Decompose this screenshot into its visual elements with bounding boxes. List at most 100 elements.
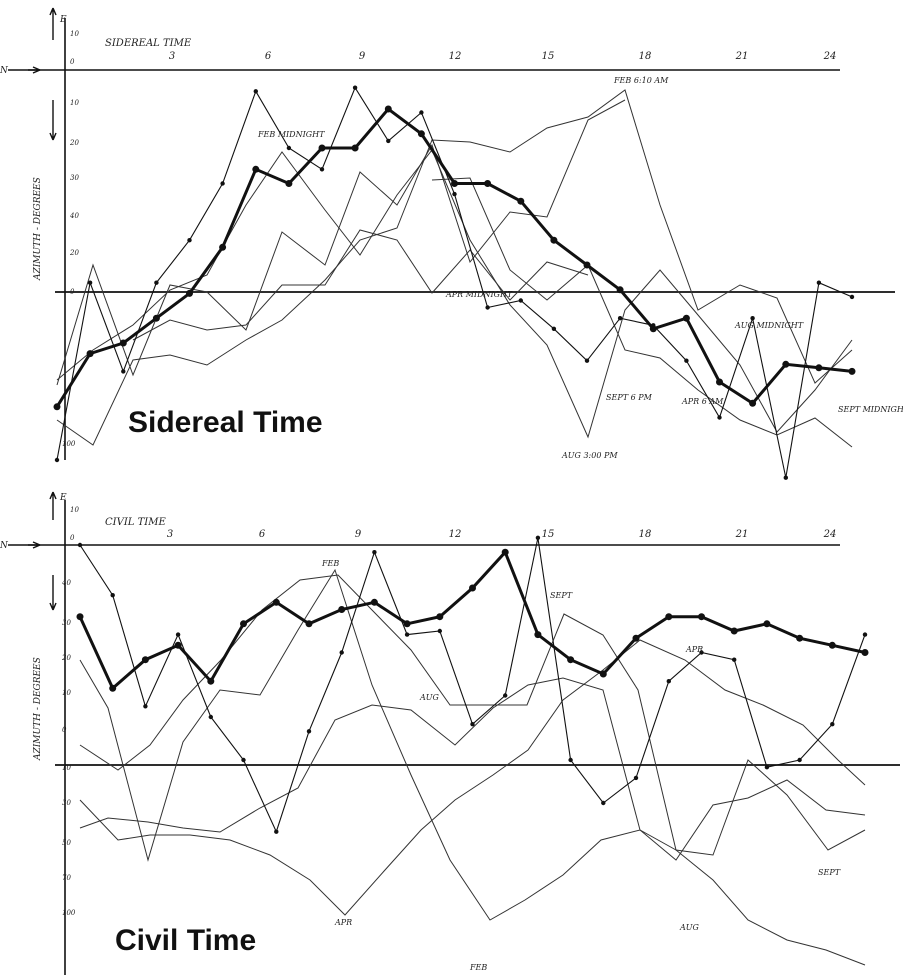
sidereal-data-point [749, 400, 756, 407]
sidereal-data-point [353, 86, 357, 90]
sidereal-data-point [54, 403, 61, 410]
civil-data-point [274, 830, 278, 834]
sidereal-ytick: 0 [70, 58, 75, 66]
civil-xtick: 9 [355, 529, 362, 540]
civil-ytick: 10 [70, 506, 79, 514]
sidereal-xtick: 9 [359, 51, 366, 62]
civil-annotation: APR [334, 918, 352, 927]
civil-data-point [240, 620, 247, 627]
sidereal-annotation: SEPT MIDNIGHT [838, 405, 903, 414]
civil-data-point [796, 635, 803, 642]
sidereal-data-point [219, 244, 226, 251]
civil-data-point [109, 685, 116, 692]
sidereal-data-point [850, 295, 854, 299]
civil-data-point [142, 656, 149, 663]
civil-data-point [634, 776, 638, 780]
sidereal-annotation: FEB MIDNIGHT [257, 130, 325, 139]
sidereal-ytick: 40 [69, 212, 79, 220]
sidereal-big-title: Sidereal Time [128, 406, 323, 439]
sidereal-annotation: APR 6 AM [681, 397, 724, 406]
sidereal-data-point [484, 180, 491, 187]
civil-data-point [470, 722, 474, 726]
civil-annotation: AUG [419, 693, 440, 702]
civil-data-point [241, 758, 245, 762]
sidereal-data-point [618, 316, 622, 320]
sidereal-annotation: APR MIDNIGHT [445, 290, 513, 299]
civil-xtick: 24 [823, 529, 837, 540]
civil-data-point [338, 606, 345, 613]
civil-data-point [797, 758, 801, 762]
sidereal-annotation: SEPT 6 PM [606, 393, 653, 402]
civil-data-point [77, 613, 84, 620]
civil-data-point [534, 631, 541, 638]
sidereal-data-point [319, 145, 326, 152]
sidereal-annotation: AUG MIDNIGHT [734, 321, 804, 330]
sidereal-data-point [584, 262, 591, 269]
sidereal-ytick: 10 [70, 99, 79, 107]
civil-data-point [209, 715, 213, 719]
civil-xtick: 15 [542, 529, 555, 540]
sidereal-data-point [451, 180, 458, 187]
civil-data-point [405, 632, 409, 636]
sidereal-data-point [452, 192, 456, 196]
civil-data-point [667, 679, 671, 683]
civil-annotation: AUG [679, 923, 700, 932]
civil-data-point [78, 543, 82, 547]
civil-data-point [633, 635, 640, 642]
civil-data-point [502, 549, 509, 556]
civil-dir-n: N [0, 541, 9, 551]
sidereal-data-point [815, 364, 822, 371]
civil-dir-e: E [59, 493, 67, 503]
civil-data-point [732, 658, 736, 662]
sidereal-data-point [550, 237, 557, 244]
civil-xtick: 21 [735, 529, 749, 540]
sidereal-data-point [784, 476, 788, 480]
sidereal-data-point [285, 180, 292, 187]
sidereal-data-point [287, 146, 291, 150]
civil-data-point [568, 758, 572, 762]
civil-data-point [176, 632, 180, 636]
sidereal-data-point [418, 130, 425, 137]
civil-data-point [536, 536, 540, 540]
sidereal-data-point [385, 106, 392, 113]
civil-annotation: SEPT [818, 868, 841, 877]
civil-ytick: 30 [62, 619, 71, 627]
sidereal-data-point [55, 458, 59, 462]
civil-data-point [862, 649, 869, 656]
civil-ytick: 10 [62, 764, 71, 772]
civil-data-point [404, 620, 411, 627]
civil-y-label: AZIMUTH - DEGREES [33, 657, 43, 761]
civil-data-point [600, 671, 607, 678]
sidereal-data-point [153, 315, 160, 322]
sidereal-data-point [121, 369, 125, 373]
civil-ytick: 50 [62, 839, 71, 847]
civil-data-point [306, 620, 313, 627]
civil-data-point [829, 642, 836, 649]
sidereal-data-point [849, 368, 856, 375]
civil-ytick: 40 [61, 579, 71, 587]
sidereal-y-label: AZIMUTH - DEGREES [33, 177, 43, 281]
civil-xtick: 3 [167, 529, 173, 540]
sidereal-data-point [485, 305, 489, 309]
civil-annotation: FEB [469, 963, 487, 972]
sidereal-dir-e: E [59, 15, 67, 25]
civil-ytick: 0 [62, 726, 67, 734]
civil-data-point [372, 550, 376, 554]
sidereal-xtick: 6 [265, 51, 272, 62]
sidereal-data-point [750, 316, 754, 320]
sidereal-data-point [320, 167, 324, 171]
sidereal-data-point [717, 415, 721, 419]
civil-annotation: SEPT [550, 591, 573, 600]
sidereal-data-point [684, 359, 688, 363]
civil-ytick: 10 [62, 689, 71, 697]
sidereal-data-point [220, 181, 224, 185]
sidereal-data-point [154, 281, 158, 285]
civil-xtick: 12 [449, 529, 462, 540]
civil-data-point [765, 765, 769, 769]
sidereal-data-point [187, 238, 191, 242]
sidereal-data-point [186, 290, 193, 297]
sidereal-data-point [352, 145, 359, 152]
civil-xtick: 18 [639, 529, 652, 540]
